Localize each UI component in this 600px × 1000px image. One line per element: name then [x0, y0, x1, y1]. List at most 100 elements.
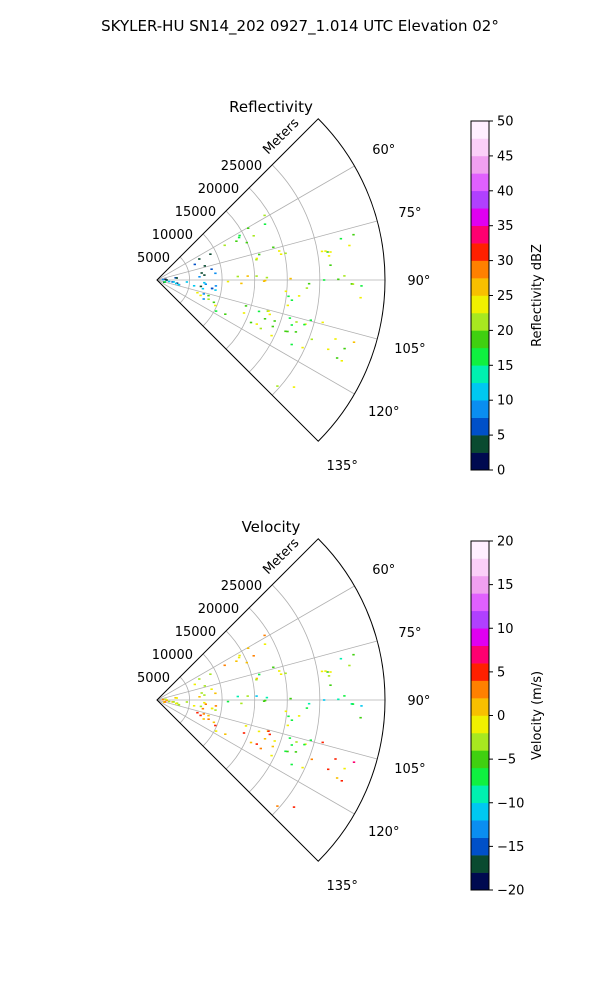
colorbar-swatch — [471, 295, 489, 314]
colorbar-swatch — [471, 541, 489, 559]
colorbar-swatch — [471, 698, 489, 716]
radar-gate — [247, 647, 250, 649]
colorbar-swatch — [471, 382, 489, 401]
echo-region — [310, 741, 356, 782]
radar-gate — [211, 287, 214, 290]
radar-gate — [202, 718, 205, 720]
azimuth-tick-label: 60° — [372, 143, 395, 158]
colorbar-swatch — [471, 278, 489, 296]
radar-gate — [168, 700, 171, 703]
radar-gate — [329, 264, 332, 266]
radar-gate — [255, 677, 258, 680]
radar-gate — [203, 701, 206, 704]
echo-region — [255, 246, 287, 261]
radar-gate — [223, 244, 226, 247]
range-axis-label: Meters — [260, 116, 302, 158]
radar-gate — [165, 279, 168, 281]
radar-gate — [290, 719, 294, 721]
radar-gate — [214, 709, 217, 711]
radar-gate — [202, 293, 205, 295]
radar-gate — [321, 741, 324, 744]
radar-gate — [214, 730, 218, 732]
colorbar-tick-label: −15 — [497, 840, 524, 855]
range-tick-label: 25000 — [221, 159, 262, 174]
radar-gate — [271, 325, 274, 328]
echo-region — [310, 321, 356, 362]
colorbar-tick-label: 10 — [497, 394, 514, 409]
colorbar-swatch — [471, 837, 489, 856]
radar-gate — [290, 299, 294, 301]
radar-gate — [278, 670, 281, 672]
colorbar-tick-label: 5 — [497, 665, 505, 680]
radar-gate — [236, 275, 239, 278]
radar-gate — [204, 283, 207, 285]
radar-gate — [199, 714, 202, 717]
radar-gate — [290, 324, 293, 326]
radar-gate — [307, 282, 311, 285]
echo-region — [163, 700, 217, 711]
radar-gate — [286, 750, 289, 753]
radar-gate — [284, 672, 287, 675]
radar-gate — [255, 695, 258, 697]
radar-gate — [352, 233, 355, 236]
radar-gate — [196, 711, 199, 714]
radar-gate — [255, 275, 258, 277]
azimuth-gridline — [156, 279, 378, 340]
azimuth-gridline — [156, 699, 355, 815]
colorbar-swatch — [471, 558, 489, 577]
radar-gate — [322, 699, 326, 701]
colorbar-swatch — [471, 767, 489, 786]
radar-gate — [263, 318, 267, 320]
radar-gate — [334, 758, 337, 760]
radar-gate — [348, 244, 351, 247]
radar-gate — [252, 235, 255, 237]
radar-gate — [255, 258, 258, 261]
echo-region — [276, 805, 296, 808]
echo-region — [163, 280, 217, 291]
colorbar-tick-label: 20 — [497, 324, 514, 339]
radar-gate — [263, 214, 266, 217]
azimuth-tick-label: 120° — [368, 405, 399, 420]
colorbar-tick-label: −5 — [497, 753, 516, 768]
radar-gate — [273, 320, 276, 322]
radar-gate — [198, 258, 201, 260]
radar-gate — [287, 295, 290, 298]
echo-region — [193, 253, 218, 300]
echo-region — [223, 214, 267, 247]
colorbar-tick-label: 0 — [497, 464, 505, 479]
radar-gate — [292, 806, 296, 808]
radar-gate — [193, 683, 196, 686]
radar-gate — [161, 698, 165, 701]
colorbar-label: Reflectivity dBZ — [530, 244, 545, 347]
radar-gate — [320, 670, 324, 673]
range-axis-label: Meters — [260, 536, 302, 578]
radar-gate — [209, 673, 212, 675]
radar-gate — [326, 251, 329, 253]
colorbar: −20 −15 −10 −5 0 5 10 15 20 Velocity (m/s) — [470, 535, 545, 899]
radar-gate — [324, 670, 327, 672]
panels: Reflectivity500010000150002000025000Mete… — [137, 98, 545, 899]
radar-gate — [279, 253, 283, 255]
radar-gate — [265, 696, 269, 699]
radar-gate — [310, 758, 313, 761]
radar-gate — [242, 732, 246, 734]
radar-gate — [198, 276, 201, 278]
echo-region — [226, 695, 292, 705]
radar-gate — [207, 718, 210, 720]
colorbar-swatch — [471, 785, 489, 804]
colorbar-tick-label: 10 — [497, 622, 514, 637]
panel-title: Reflectivity — [229, 98, 313, 116]
echo-region — [196, 711, 276, 750]
radar-gate — [265, 276, 269, 279]
echo-region — [320, 653, 355, 686]
radar-gate — [255, 257, 258, 260]
radar-gate — [337, 698, 340, 701]
colorbar-swatch — [471, 121, 489, 139]
radar-gate — [263, 738, 267, 740]
radar-gate — [235, 240, 238, 242]
colorbar-swatch — [471, 663, 489, 681]
radar-gate — [207, 298, 210, 300]
radar-gate — [214, 310, 218, 312]
colorbar-swatch — [471, 260, 489, 279]
